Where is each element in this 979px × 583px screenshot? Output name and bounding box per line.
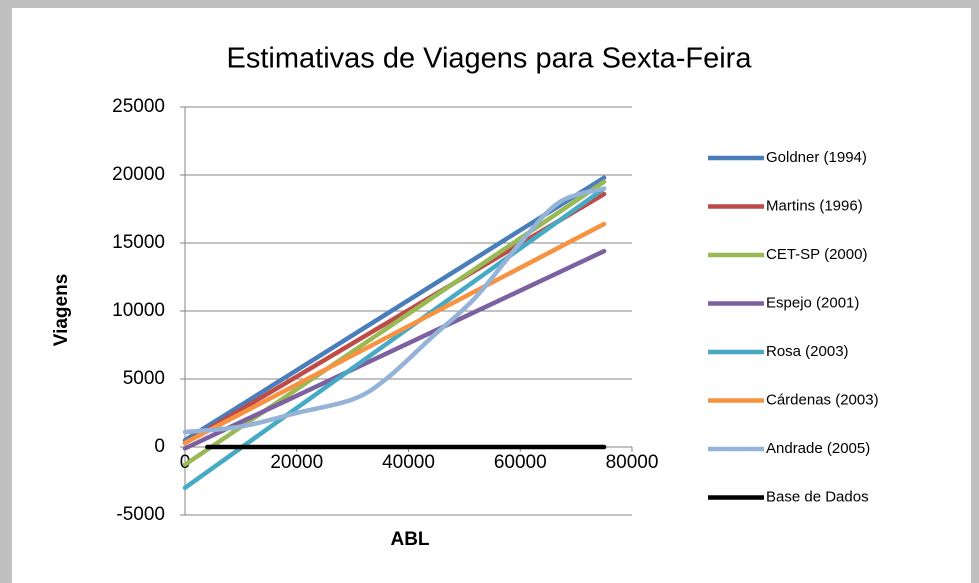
legend-label: Base de Dados — [766, 488, 869, 505]
y-tick-label: 25000 — [112, 96, 165, 117]
legend-label: Goldner (1994) — [766, 149, 867, 166]
x-tick-label: 80000 — [606, 452, 659, 473]
y-tick-label: 5000 — [123, 368, 165, 389]
legend-label: Martins (1996) — [766, 197, 863, 214]
y-tick-label: 15000 — [112, 232, 165, 253]
series-line — [182, 186, 607, 491]
x-axis-label: ABL — [390, 529, 429, 550]
series-line — [182, 221, 607, 446]
series-line — [182, 191, 607, 446]
y-tick-label: 20000 — [112, 164, 165, 185]
y-tick-label: -5000 — [116, 504, 165, 525]
x-tick-label: 40000 — [382, 452, 435, 473]
chart-title: Estimativas de Viagens para Sexta-Feira — [227, 43, 753, 75]
legend-label: Rosa (2003) — [766, 343, 849, 360]
series-line — [182, 186, 607, 435]
y-axis-label: Viagens — [51, 274, 72, 347]
legend-label: CET-SP (2000) — [766, 246, 867, 263]
x-tick-label: 60000 — [494, 452, 547, 473]
chart-area — [12, 8, 971, 583]
series-line — [182, 248, 607, 451]
series-line — [182, 175, 607, 443]
y-tick-label: 0 — [154, 436, 165, 457]
legend-label: Cárdenas (2003) — [766, 391, 879, 408]
legend-label: Andrade (2005) — [766, 440, 870, 457]
y-tick-label: 10000 — [112, 300, 165, 321]
x-tick-label: 20000 — [270, 452, 323, 473]
legend-label: Espejo (2001) — [766, 294, 859, 311]
